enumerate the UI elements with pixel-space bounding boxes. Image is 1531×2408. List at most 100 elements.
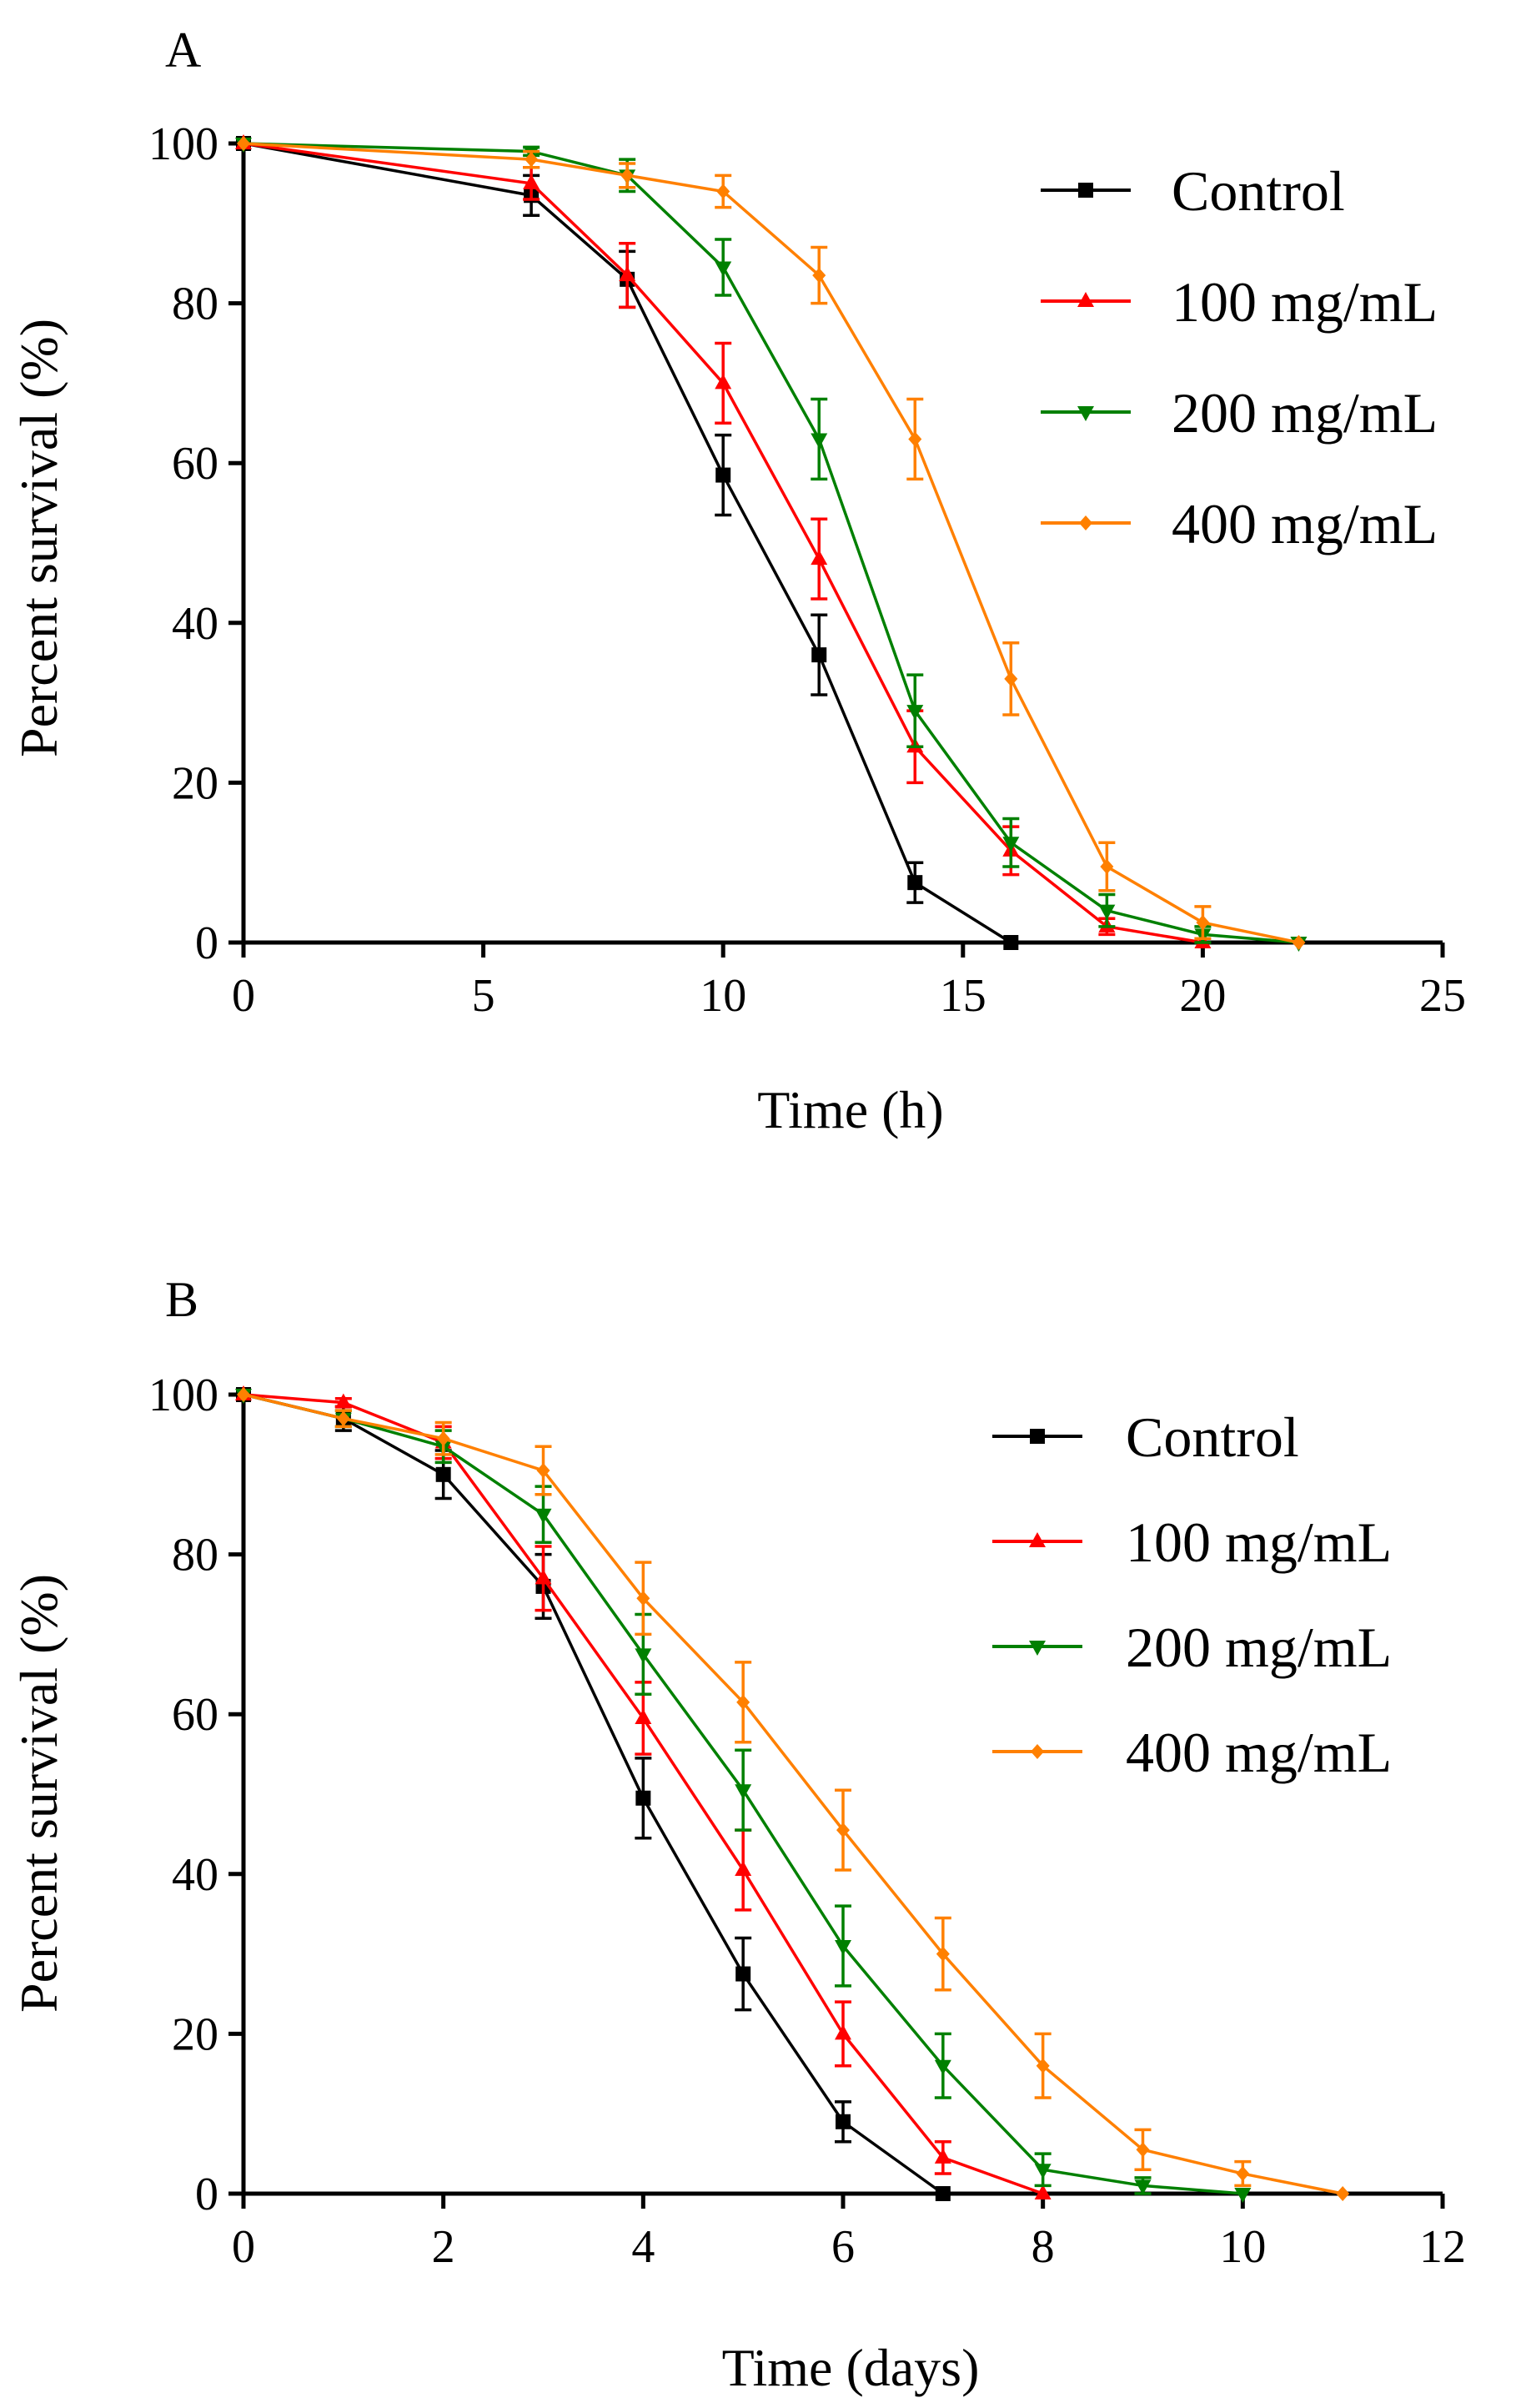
panel-b-series-200-mg-ml xyxy=(235,1389,1252,2203)
panel-a-legend-entry: 200 mg/mL xyxy=(1041,381,1438,445)
panel-a-series-400-mg-ml-point xyxy=(1196,915,1210,931)
panel-a-series-200-mg-ml-point xyxy=(906,705,924,721)
panel-b-x-tick-label: 10 xyxy=(1219,2221,1266,2273)
panel-b-x-tick-label: 0 xyxy=(232,2221,255,2273)
panel-a-x-tick-label: 0 xyxy=(232,970,255,1022)
panel-b-series-400-mg-ml-point xyxy=(636,1591,650,1606)
panel-a-series-400-mg-ml-point xyxy=(1100,858,1114,874)
panel-a-series-400-mg-ml-line xyxy=(243,142,1299,944)
panel-a-series-400-mg-ml-point xyxy=(620,168,635,183)
panel-b-x-tick-label: 12 xyxy=(1419,2221,1466,2273)
panel-b-series-200-mg-ml-point xyxy=(1234,2188,1252,2203)
panel-a-series-100-mg-ml-point xyxy=(523,173,540,189)
panel-a-x-tick-label: 5 xyxy=(472,970,495,1022)
panel-b-series-100-mg-ml-point xyxy=(334,1393,352,1409)
panel-a-y-tick-label: 80 xyxy=(172,279,218,330)
panel-a-series-200-mg-ml xyxy=(235,138,1308,952)
panel-a-y-tick-label: 40 xyxy=(172,598,218,650)
panel-b-x-tick-label: 6 xyxy=(831,2221,855,2273)
panel-b-series-200-mg-ml-point xyxy=(735,1784,752,1800)
panel-a-series-200-mg-ml-point xyxy=(715,261,732,277)
panel-b-series-200-mg-ml-point xyxy=(535,1508,552,1524)
panel-a-legend-swatch-marker xyxy=(1078,183,1093,198)
panel-a-series-200-mg-ml-point xyxy=(1098,904,1116,920)
panel-b-y-tick-label: 0 xyxy=(195,2169,218,2220)
panel-b-legend-label: 200 mg/mL xyxy=(1126,1616,1392,1679)
panel-b-legend-swatch-marker xyxy=(1029,1532,1046,1547)
panel-b-legend-entry: Control xyxy=(992,1405,1299,1469)
panel-b-legend-entry: 200 mg/mL xyxy=(992,1616,1392,1679)
panel-b-series-100-mg-ml-point xyxy=(635,1708,652,1724)
panel-b-series-400-mg-ml-point xyxy=(936,1946,950,1962)
panel-b-series-control-point xyxy=(635,1790,651,1806)
panel-a-series-400-mg-ml-point xyxy=(716,183,730,199)
panel-a-series-100-mg-ml-point xyxy=(715,374,732,390)
panel-b-series-100-mg-ml-point xyxy=(735,1861,752,1877)
panel-a-x-tick-label: 25 xyxy=(1419,970,1466,1022)
panel-a-x-tick-label: 10 xyxy=(700,970,746,1022)
panel-b-legend-swatch-marker xyxy=(1029,1641,1046,1656)
panel-b-series-control-line xyxy=(243,1393,944,2195)
panel-b-legend-entry: 100 mg/mL xyxy=(992,1511,1392,1574)
panel-b-series-100-mg-ml-point xyxy=(934,2148,951,2164)
panel-b-series-400-mg-ml-point xyxy=(836,1822,850,1838)
panel-a-series-400-mg-ml xyxy=(237,136,1306,950)
panel-a-legend-label: Control xyxy=(1172,159,1345,223)
panel-a-series-400-mg-ml-point xyxy=(908,431,922,447)
panel-b-legend-label: Control xyxy=(1126,1405,1299,1469)
panel-a-x-axis-title: Time (h) xyxy=(757,1080,943,1139)
panel-a-series-control-point xyxy=(715,467,731,483)
panel-b-series-400-mg-ml-point xyxy=(237,1387,250,1402)
panel-a-legend-swatch-marker xyxy=(1079,515,1092,530)
panel-a-series-200-mg-ml-line xyxy=(243,142,1299,944)
panel-b-x-tick-label: 2 xyxy=(432,2221,455,2273)
panel-b: B Percent survival (%) Time (days) 02040… xyxy=(9,1272,1466,2397)
panel-a-legend-entry: 400 mg/mL xyxy=(1041,492,1438,555)
panel-b-legend-label: 400 mg/mL xyxy=(1126,1721,1392,1784)
panel-b-x-tick-label: 8 xyxy=(1032,2221,1055,2273)
panel-b-legend-swatch-marker xyxy=(1030,1429,1045,1444)
panel-a-series-400-mg-ml-point xyxy=(525,152,539,168)
panel-a-series-400-mg-ml-point xyxy=(237,136,250,151)
panel-b-y-tick-label: 60 xyxy=(172,1689,218,1741)
panel-b-series-100-mg-ml-point xyxy=(535,1569,552,1585)
panel-a-legend-label: 200 mg/mL xyxy=(1172,381,1438,445)
panel-a-legend-entry: Control xyxy=(1041,159,1345,223)
panel-b-series-200-mg-ml-point xyxy=(835,1940,851,1956)
panel-a-plot-area: 0 20 40 60 80 100 0 5 10 15 20 25 Control 100 mg/mL 20… xyxy=(148,118,1466,1022)
panel-b-legend-entry: 400 mg/mL xyxy=(992,1721,1392,1784)
panel-a-series-control-point xyxy=(1003,935,1019,950)
panel-a-series-100-mg-ml-point xyxy=(811,550,828,566)
panel-a-legend-swatch-marker xyxy=(1077,292,1094,307)
panel-a-legend-label: 400 mg/mL xyxy=(1172,492,1438,555)
panel-b-legend-label: 100 mg/mL xyxy=(1126,1511,1392,1574)
panel-b-series-400-mg-ml-point xyxy=(736,1694,750,1710)
panel-b-series-400-mg-ml-point xyxy=(336,1410,350,1426)
panel-a-y-tick-label: 60 xyxy=(172,438,218,490)
panel-b-series-control-point xyxy=(836,2114,851,2129)
panel-b-series-400-mg-ml-line xyxy=(243,1393,1343,2195)
panel-b-series-400-mg-ml-point xyxy=(436,1430,450,1446)
panel-b-series-control-point xyxy=(935,2186,951,2201)
panel-a-series-200-mg-ml-point xyxy=(811,433,828,449)
panel-a-series-400-mg-ml-point xyxy=(1004,671,1018,686)
panel-a-y-tick-label: 0 xyxy=(195,917,218,969)
panel-b-y-tick-label: 80 xyxy=(172,1530,218,1581)
panel-a-series-100-mg-ml-point xyxy=(619,266,636,282)
panel-a-x-tick-label: 15 xyxy=(940,970,986,1022)
panel-b-y-tick-label: 20 xyxy=(172,2008,218,2060)
panel-b-series-200-mg-ml-point xyxy=(635,1648,652,1664)
panel-b-label: B xyxy=(165,1272,198,1327)
panel-b-legend-swatch-marker xyxy=(1031,1744,1044,1759)
panel-b-series-control-point xyxy=(735,1966,751,1982)
panel-b-series-200-mg-ml-point xyxy=(934,2059,951,2075)
panel-b-series-100-mg-ml-point xyxy=(835,2024,851,2040)
panel-a-series-400-mg-ml-point xyxy=(812,268,826,284)
panel-b-x-tick-label: 4 xyxy=(631,2221,655,2273)
panel-a-legend-swatch-marker xyxy=(1077,406,1094,421)
panel-a-series-control-point xyxy=(907,875,923,891)
panel-b-series-200-mg-ml-point xyxy=(1134,2179,1152,2195)
panel-b-series-200-mg-ml-point xyxy=(1034,2164,1052,2179)
panel-a-y-tick-label: 20 xyxy=(172,757,218,809)
